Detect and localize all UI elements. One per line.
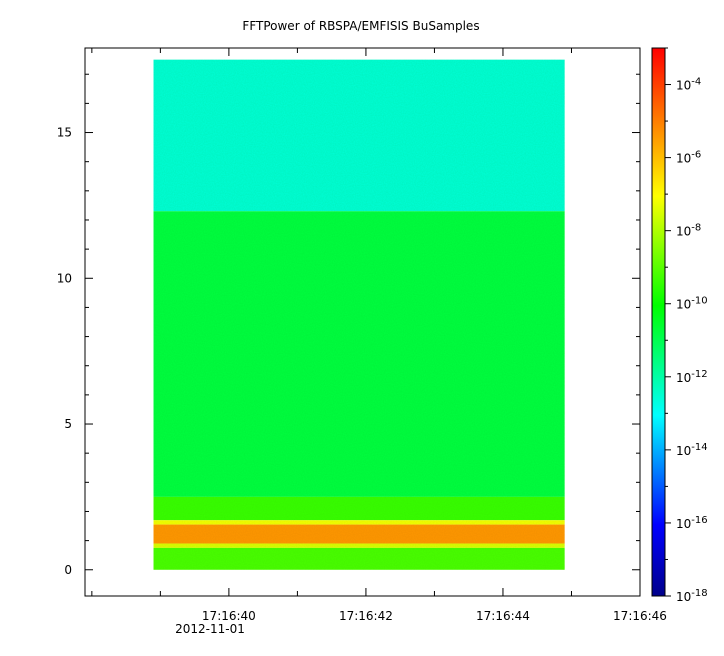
- x-tick-label: 17:16:40: [202, 609, 256, 623]
- colorbar-tick-label: 10-8: [676, 223, 701, 239]
- x-axis-date-label: 2012-11-01: [175, 622, 245, 636]
- x-tick-label: 17:16:46: [613, 609, 667, 623]
- y-tick-label: 0: [64, 563, 72, 577]
- colorbar-tick-label: 10-4: [676, 77, 701, 93]
- x-tick-label: 17:16:44: [476, 609, 530, 623]
- y-tick-label: 5: [64, 417, 72, 431]
- y-tick-label: 10: [57, 271, 72, 285]
- x-axis: 17:16:40 17:16:42 17:16:44 17:16:46: [91, 48, 667, 623]
- x-tick-label: 17:16:42: [339, 609, 393, 623]
- y-axis: 0 5 10 15: [57, 73, 640, 577]
- colorbar-tick-label: 10-16: [676, 515, 708, 531]
- colorbar-tick-label: 10-14: [676, 442, 708, 458]
- colorbar-axis: 10-4 10-6 10-8 10-10 10-12 10-14 10-16 10-18: [665, 47, 708, 604]
- spectrogram-noise-texture: [153, 59, 565, 570]
- colorbar-tick-label: 10-18: [676, 588, 708, 604]
- colorbar-tick-label: 10-10: [676, 296, 708, 312]
- colorbar-tick-label: 10-12: [676, 369, 708, 385]
- chart-title: FFTPower of RBSPA/EMFISIS BuSamples: [242, 19, 479, 33]
- colorbar-tick-label: 10-6: [676, 150, 701, 166]
- colorbar: [651, 47, 666, 597]
- y-tick-label: 15: [57, 126, 72, 140]
